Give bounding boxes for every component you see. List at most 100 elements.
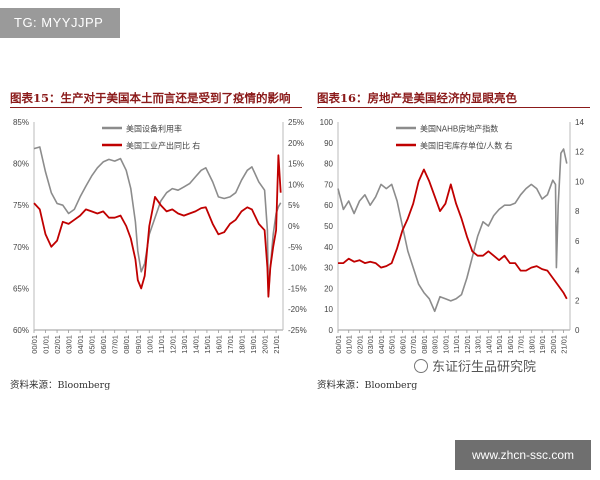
right-right-tick-label: 6 bbox=[575, 237, 580, 246]
left-right-tick-label: 5% bbox=[288, 201, 300, 210]
right-x-tick-label: 12/01 bbox=[463, 335, 472, 354]
right-x-tick-label: 13/01 bbox=[474, 335, 483, 354]
right-left-tick-label: 30 bbox=[324, 264, 333, 273]
figure-title-right: 图表16：房地产是美国经济的显眼亮色 bbox=[317, 91, 518, 105]
left-right-tick-label: -15% bbox=[288, 284, 307, 293]
left-x-tick-label: 07/01 bbox=[111, 335, 120, 354]
right-x-tick-label: 01/01 bbox=[345, 335, 354, 354]
left-x-tick-label: 09/01 bbox=[134, 335, 143, 354]
wechat-icon bbox=[414, 359, 428, 373]
left-x-tick-label: 12/01 bbox=[168, 335, 177, 354]
right-x-tick-label: 10/01 bbox=[441, 335, 450, 354]
left-x-tick-label: 16/01 bbox=[214, 335, 223, 354]
right-x-tick-label: 17/01 bbox=[517, 335, 526, 354]
right-x-tick-label: 07/01 bbox=[409, 335, 418, 354]
right-x-tick-label: 14/01 bbox=[484, 335, 493, 354]
right-left-tick-label: 70 bbox=[324, 180, 333, 189]
left-x-tick-label: 10/01 bbox=[145, 335, 154, 354]
left-x-tick-label: 08/01 bbox=[122, 335, 131, 354]
right-right-tick-label: 10 bbox=[575, 177, 584, 186]
right-left-tick-label: 0 bbox=[329, 326, 334, 335]
right-right-tick-label: 14 bbox=[575, 118, 584, 127]
title-rule-left bbox=[10, 107, 302, 108]
left-x-tick-label: 20/01 bbox=[261, 335, 270, 354]
right-left-tick-label: 20 bbox=[324, 284, 333, 293]
left-x-tick-label: 13/01 bbox=[180, 335, 189, 354]
right-x-tick-label: 20/01 bbox=[549, 335, 558, 354]
source-note-right: 资料来源：Bloomberg bbox=[317, 380, 418, 391]
left-x-tick-label: 15/01 bbox=[203, 335, 212, 354]
left-left-tick-label: 80% bbox=[13, 160, 29, 169]
left-series-line-1 bbox=[33, 154, 282, 298]
left-x-tick-label: 00/01 bbox=[30, 335, 39, 354]
right-left-tick-label: 90 bbox=[324, 139, 333, 148]
right-x-tick-label: 04/01 bbox=[377, 335, 386, 354]
right-x-tick-label: 08/01 bbox=[420, 335, 429, 354]
left-x-tick-label: 18/01 bbox=[238, 335, 247, 354]
right-left-tick-label: 40 bbox=[324, 243, 333, 252]
site-url-box: www.zhcn-ssc.com bbox=[455, 440, 591, 470]
left-legend-label: 美国工业产出同比 右 bbox=[126, 141, 200, 151]
left-right-tick-label: 0% bbox=[288, 222, 300, 231]
left-right-tick-label: 10% bbox=[288, 180, 304, 189]
left-legend-label: 美国设备利用率 bbox=[126, 124, 182, 134]
right-right-tick-label: 8 bbox=[575, 207, 580, 216]
left-x-tick-label: 14/01 bbox=[191, 335, 200, 354]
right-legend-label: 美国NAHB房地产指数 bbox=[420, 124, 498, 134]
right-right-tick-label: 12 bbox=[575, 148, 584, 157]
chart-capacity-production: 60% 65% 70% 75% 80% 85% -25% -20% -15% -10% -5% 0% 5… bbox=[13, 118, 307, 354]
right-right-tick-label: 4 bbox=[575, 267, 580, 276]
left-x-tick-label: 11/01 bbox=[157, 335, 166, 353]
left-series-line-0 bbox=[33, 146, 282, 296]
right-x-tick-label: 02/01 bbox=[355, 335, 364, 354]
right-x-tick-label: 18/01 bbox=[527, 335, 536, 354]
right-x-tick-label: 16/01 bbox=[506, 335, 515, 354]
right-x-tick-label: 00/01 bbox=[334, 335, 343, 354]
right-x-tick-label: 06/01 bbox=[398, 335, 407, 354]
left-x-tick-label: 21/01 bbox=[272, 335, 281, 354]
channel-badge: TG: MYYJJPP bbox=[0, 8, 120, 38]
right-x-tick-label: 11/01 bbox=[452, 335, 461, 353]
right-left-tick-label: 50 bbox=[324, 222, 333, 231]
right-x-tick-label: 05/01 bbox=[388, 335, 397, 354]
left-x-tick-label: 01/01 bbox=[42, 335, 51, 354]
right-x-tick-label: 15/01 bbox=[495, 335, 504, 354]
left-left-tick-label: 70% bbox=[13, 243, 29, 252]
left-x-tick-label: 03/01 bbox=[65, 335, 74, 354]
left-left-tick-label: 75% bbox=[13, 201, 29, 210]
right-x-tick-label: 09/01 bbox=[431, 335, 440, 354]
right-left-tick-label: 60 bbox=[324, 201, 333, 210]
right-left-tick-label: 80 bbox=[324, 160, 333, 169]
left-left-tick-label: 60% bbox=[13, 326, 29, 335]
left-x-tick-label: 02/01 bbox=[53, 335, 62, 354]
left-right-tick-label: -5% bbox=[288, 243, 302, 252]
left-right-tick-label: 15% bbox=[288, 160, 304, 169]
left-x-tick-label: 05/01 bbox=[88, 335, 97, 354]
left-x-tick-label: 17/01 bbox=[226, 335, 235, 354]
right-legend-label: 美国旧宅库存单位/人数 右 bbox=[420, 141, 512, 151]
figure-title-left: 图表15：生产对于美国本土而言还是受到了疫情的影响 bbox=[10, 91, 291, 105]
right-x-tick-label: 03/01 bbox=[366, 335, 375, 354]
left-right-tick-label: -20% bbox=[288, 305, 307, 314]
left-left-tick-label: 85% bbox=[13, 118, 29, 127]
right-right-tick-label: 2 bbox=[575, 296, 580, 305]
left-right-tick-label: -10% bbox=[288, 264, 307, 273]
right-left-tick-label: 10 bbox=[324, 305, 333, 314]
source-note-left: 资料来源：Bloomberg bbox=[10, 380, 111, 391]
left-right-tick-label: 20% bbox=[288, 139, 304, 148]
right-x-tick-label: 21/01 bbox=[560, 335, 569, 354]
left-x-tick-label: 04/01 bbox=[76, 335, 85, 354]
left-right-tick-label: 25% bbox=[288, 118, 304, 127]
left-right-tick-label: -25% bbox=[288, 326, 307, 335]
left-left-tick-label: 65% bbox=[13, 284, 29, 293]
right-left-tick-label: 100 bbox=[320, 118, 334, 127]
left-x-tick-label: 19/01 bbox=[249, 335, 258, 354]
title-rule-right bbox=[317, 107, 590, 108]
right-x-tick-label: 19/01 bbox=[538, 335, 547, 354]
chart-housing: 0 10 20 30 40 50 60 70 80 90 100 0 2 4 6 8 10 12 14 00/01 01… bbox=[320, 118, 585, 354]
watermark-text: 东证衍生品研究院 bbox=[432, 360, 537, 375]
right-series-line-1 bbox=[338, 168, 568, 300]
left-x-tick-label: 06/01 bbox=[99, 335, 108, 354]
right-right-tick-label: 0 bbox=[575, 326, 580, 335]
right-series-line-0 bbox=[337, 148, 568, 313]
